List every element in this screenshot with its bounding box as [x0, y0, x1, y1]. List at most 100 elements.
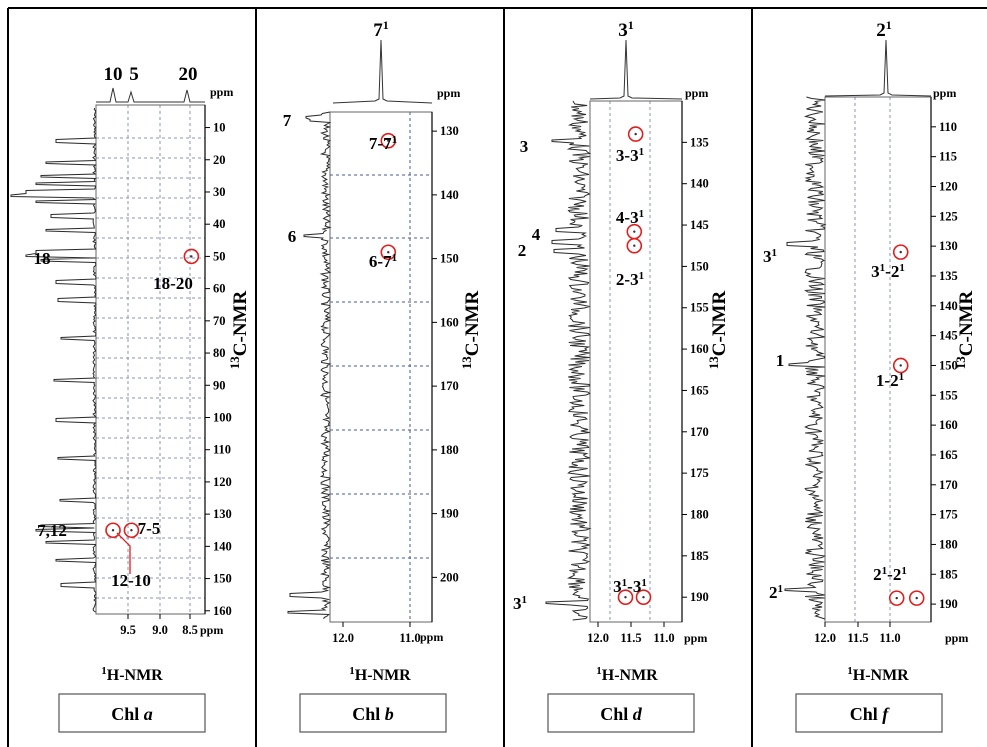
y-tick-label: 170 [939, 478, 958, 492]
cross-peak-label: 7-5 [138, 519, 161, 538]
x-axis-title: 1H-NMR [596, 665, 658, 684]
cross-peak-label: 31-21 [871, 262, 905, 281]
x-axis-title: 1H-NMR [101, 665, 163, 684]
y-tick-label: 130 [213, 507, 232, 521]
caption-box [58, 693, 206, 733]
cross-peak-label: 7-71 [369, 134, 397, 153]
cross-peak-label: 12-10 [111, 571, 151, 590]
carbon-label: 7 [283, 111, 292, 130]
y-tick-label: 155 [690, 301, 709, 315]
cross-peak-dot [642, 595, 645, 599]
y-tick-label: 140 [939, 299, 958, 313]
cross-peak-label: 2-31 [616, 270, 644, 289]
x-tick-label: 11.5 [620, 631, 641, 645]
carbon-label: 4 [532, 225, 541, 244]
top-trace-d [589, 39, 683, 100]
y-tick-label: 180 [690, 507, 709, 521]
y-axis-title: 13C-NMR [706, 291, 731, 370]
cross-peak-label: 21-21 [873, 565, 907, 584]
y-tick-label: 175 [939, 508, 958, 522]
grid-f [854, 97, 891, 622]
x-tick-label: 12.0 [814, 631, 836, 645]
carbon-label: 6 [288, 227, 297, 246]
y-tick-label: 170 [440, 379, 459, 393]
panel-chl-f: 110 115 120 125 130 135 140 145 150 155 160 165 170 1… [763, 18, 968, 645]
grid-d [609, 101, 651, 622]
y-tick-label: 30 [213, 185, 226, 199]
cross-peak-dot [387, 251, 390, 254]
cross-peaks-a: 18-20 7-5 12-10 [105, 248, 200, 590]
y-axis-title: 13C-NMR [459, 291, 484, 370]
x-tick-label: 11.0 [399, 631, 420, 645]
y-tick-label: 110 [213, 443, 231, 457]
y-tick-label: 60 [213, 282, 226, 296]
carbon-label: 18 [34, 249, 51, 268]
panel-borders [7, 7, 987, 747]
top-peak-label: 21 [876, 18, 892, 41]
y-tick-label: 10 [213, 121, 226, 135]
carbon-label: 7,12 [37, 521, 67, 540]
left-labels-a: 187,12 [34, 249, 67, 540]
cross-peak-marker [380, 244, 397, 261]
y-axis-f: 110 115 120 125 130 135 140 145 150 155 160 165 170 1… [930, 97, 958, 622]
x-tick-label: 9.5 [120, 623, 136, 637]
cross-peak-label: 3-31 [616, 146, 644, 165]
y-tick-label: 175 [690, 466, 709, 480]
carbon-label: 1 [776, 351, 785, 370]
cross-peak-marker [635, 589, 652, 605]
cross-peak-marker [105, 522, 121, 539]
caption-text: Chl f [850, 704, 891, 724]
leader-line-a [116, 532, 131, 574]
top-trace-labels-f: 21 [876, 18, 892, 41]
x-tick-label: 11.5 [847, 631, 868, 645]
ppm-label-top-a: ppm [210, 85, 233, 99]
y-tick-label: 190 [440, 507, 459, 521]
y-tick-label: 150 [939, 358, 958, 372]
y-tick-label: 165 [690, 383, 709, 397]
ppm-label-x-a: ppm [200, 623, 223, 637]
x-tick-label: 11.0 [653, 631, 674, 645]
caption-chl-a: Chl a [58, 693, 206, 733]
cross-peaks-f: 31-21 1-21 21-21 [871, 244, 925, 606]
y-tick-label: 170 [690, 425, 709, 439]
ppm-label-x-d: ppm [684, 631, 707, 645]
y-tick-label: 190 [690, 590, 709, 604]
cross-peak-marker [892, 244, 909, 260]
cross-peak-dot [899, 250, 902, 254]
y-tick-label: 200 [440, 570, 459, 584]
cross-peak-dot [190, 255, 193, 258]
y-tick-label: 100 [213, 410, 232, 424]
carbon-label: 2 [518, 241, 527, 260]
cross-peak-marker [888, 590, 905, 606]
top-trace-b [332, 39, 433, 104]
carbon-label: 31 [513, 594, 527, 613]
y-tick-label: 135 [690, 135, 709, 149]
y-tick-label: 125 [939, 209, 958, 223]
top-peak-label: 71 [373, 18, 389, 41]
left-trace-b [287, 111, 332, 620]
x-tick-label: 12.0 [332, 631, 354, 645]
y-tick-label: 90 [213, 378, 226, 392]
axis-titles: 1H-NMR13C-NMR1H-NMR13C-NMR1H-NMR13C-NMR1… [101, 291, 977, 684]
y-tick-label: 130 [939, 239, 958, 253]
x-tick-label: 12.0 [587, 631, 609, 645]
y-tick-label: 160 [213, 604, 232, 618]
y-axis-title: 13C-NMR [953, 291, 978, 370]
top-peak-label: 31 [618, 18, 634, 41]
x-ticks-b: 12.0 11.0 [332, 622, 421, 645]
y-tick-label: 130 [440, 124, 459, 138]
carbon-label: 21 [769, 583, 783, 602]
ppm-label-x-b: ppm [420, 630, 443, 644]
cross-peak-dot [634, 132, 637, 136]
grid-b [330, 112, 432, 622]
y-axis-a: 10 20 30 40 50 60 70 80 90 100 110 120 130 140 150 160 [204, 105, 232, 618]
cross-peak-dot [130, 529, 133, 532]
y-tick-label: 120 [213, 475, 232, 489]
x-axis-title: 1H-NMR [349, 665, 411, 684]
cross-peak-marker [627, 126, 644, 142]
carbon-label: 3 [520, 137, 529, 156]
ppm-label-top-d: ppm [685, 86, 708, 100]
plot-frame-f [824, 96, 932, 623]
cross-peak-label: 18-20 [153, 274, 193, 293]
